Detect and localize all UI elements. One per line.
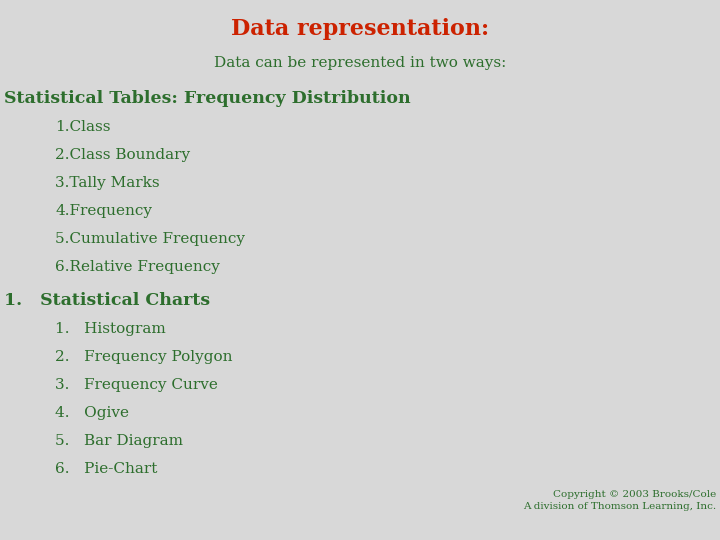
Text: Data representation:: Data representation:	[231, 18, 489, 40]
Text: 4.   Ogive: 4. Ogive	[55, 406, 129, 420]
Text: Copyright © 2003 Brooks/Cole: Copyright © 2003 Brooks/Cole	[553, 490, 716, 499]
Text: 3.   Frequency Curve: 3. Frequency Curve	[55, 378, 218, 392]
Text: 6.   Pie-Chart: 6. Pie-Chart	[55, 462, 158, 476]
Text: Statistical Tables: Frequency Distribution: Statistical Tables: Frequency Distributi…	[4, 90, 410, 107]
Text: 2.   Frequency Polygon: 2. Frequency Polygon	[55, 350, 233, 364]
Text: 4.Frequency: 4.Frequency	[55, 204, 152, 218]
Text: 6.Relative Frequency: 6.Relative Frequency	[55, 260, 220, 274]
Text: 2.Class Boundary: 2.Class Boundary	[55, 148, 190, 162]
Text: 1.   Histogram: 1. Histogram	[55, 322, 166, 336]
Text: 1.   Statistical Charts: 1. Statistical Charts	[4, 292, 210, 309]
Text: 3.Tally Marks: 3.Tally Marks	[55, 176, 160, 190]
Text: 5.   Bar Diagram: 5. Bar Diagram	[55, 434, 183, 448]
Text: A division of Thomson Learning, Inc.: A division of Thomson Learning, Inc.	[523, 502, 716, 511]
Text: Data can be represented in two ways:: Data can be represented in two ways:	[214, 56, 506, 70]
Text: 1.Class: 1.Class	[55, 120, 110, 134]
Text: 5.Cumulative Frequency: 5.Cumulative Frequency	[55, 232, 245, 246]
